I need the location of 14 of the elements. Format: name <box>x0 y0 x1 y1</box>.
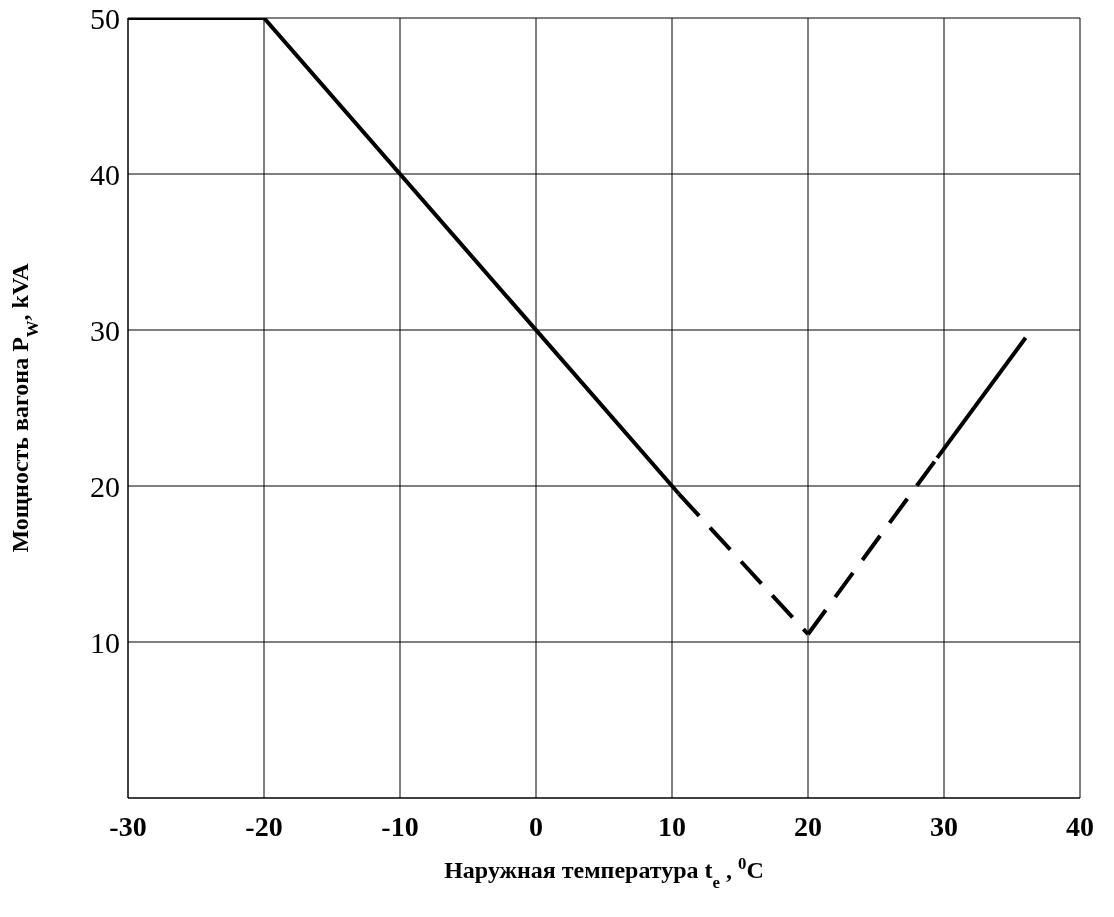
y-tick-label: 50 <box>90 1 120 35</box>
y-tick-label: 10 <box>90 625 120 659</box>
x-tick-label: 20 <box>794 810 822 842</box>
x-tick-label: 0 <box>529 810 543 842</box>
x-axis-title: Наружная температура t$_{e}$ , $^{0}$C <box>444 853 764 892</box>
y-tick-label: 20 <box>90 469 120 503</box>
x-tick-label: -30 <box>109 810 147 842</box>
x-tick-label: 40 <box>1066 810 1094 842</box>
x-tick-label: -20 <box>245 810 283 842</box>
x-tick-label: -10 <box>381 810 419 842</box>
x-tick-label: 10 <box>658 810 686 842</box>
y-tick-label: 30 <box>90 313 120 347</box>
y-tick-label: 40 <box>90 157 120 191</box>
x-tick-label: 30 <box>930 810 958 842</box>
